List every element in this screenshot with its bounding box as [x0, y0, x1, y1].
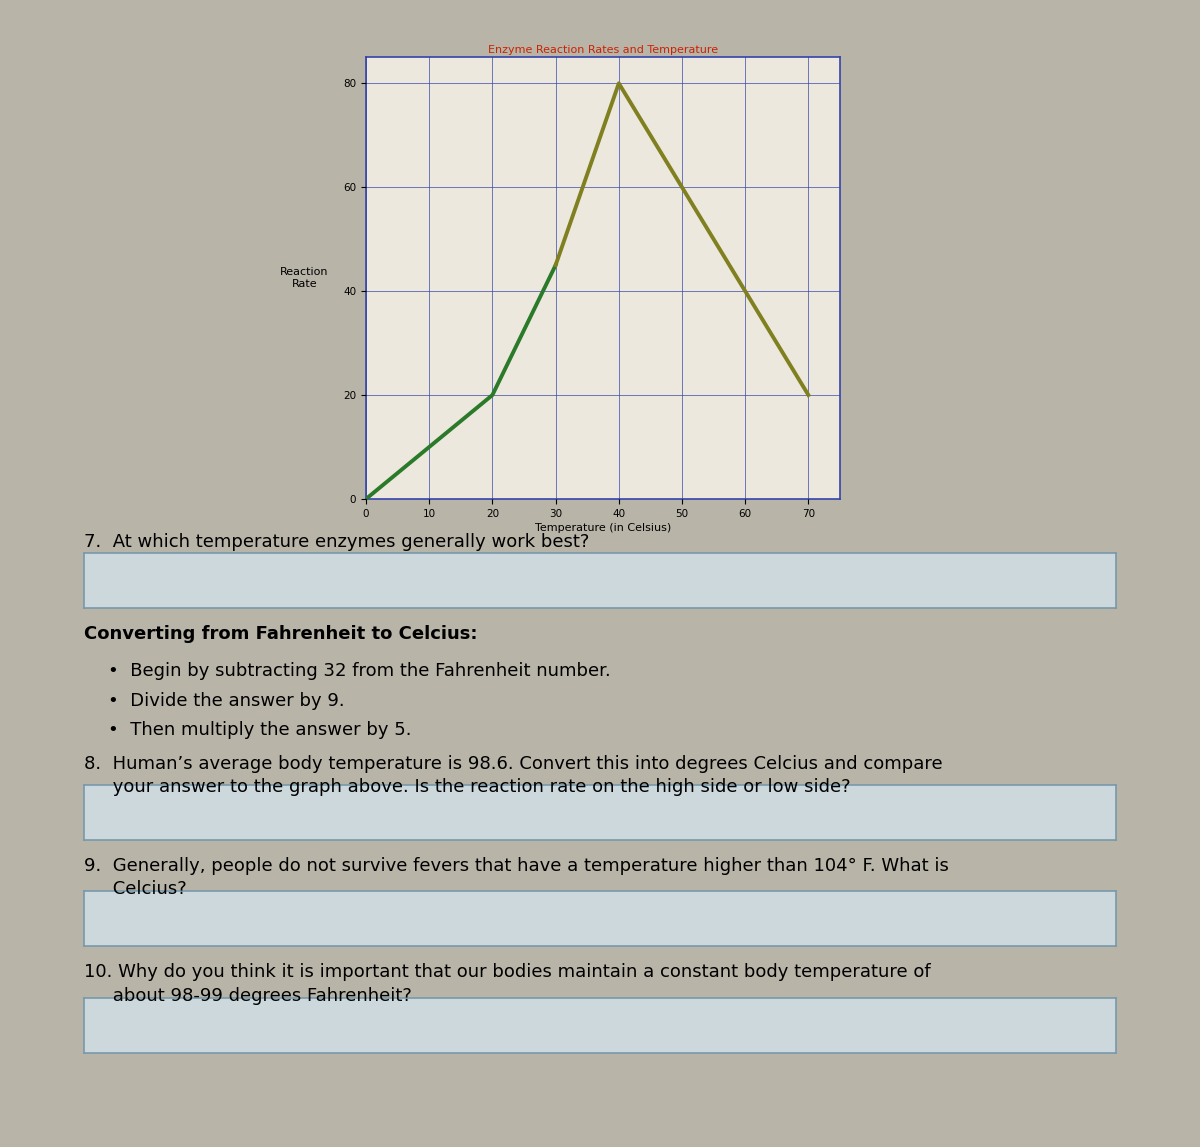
Text: 10. Why do you think it is important that our bodies maintain a constant body te: 10. Why do you think it is important tha…	[84, 963, 931, 1005]
Text: •  Divide the answer by 9.: • Divide the answer by 9.	[108, 692, 344, 710]
Text: •  Begin by subtracting 32 from the Fahrenheit number.: • Begin by subtracting 32 from the Fahre…	[108, 662, 611, 680]
Text: 7.  At which temperature enzymes generally work best?: 7. At which temperature enzymes generall…	[84, 533, 589, 552]
Text: •  Then multiply the answer by 5.: • Then multiply the answer by 5.	[108, 721, 412, 740]
Title: Enzyme Reaction Rates and Temperature: Enzyme Reaction Rates and Temperature	[488, 45, 718, 55]
Text: 9.  Generally, people do not survive fevers that have a temperature higher than : 9. Generally, people do not survive feve…	[84, 857, 949, 898]
Text: 8.  Human’s average body temperature is 98.6. Convert this into degrees Celcius : 8. Human’s average body temperature is 9…	[84, 755, 943, 796]
X-axis label: Temperature (in Celsius): Temperature (in Celsius)	[535, 523, 671, 533]
Text: Converting from Fahrenheit to Celcius:: Converting from Fahrenheit to Celcius:	[84, 625, 478, 643]
Y-axis label: Reaction
Rate: Reaction Rate	[280, 267, 329, 289]
